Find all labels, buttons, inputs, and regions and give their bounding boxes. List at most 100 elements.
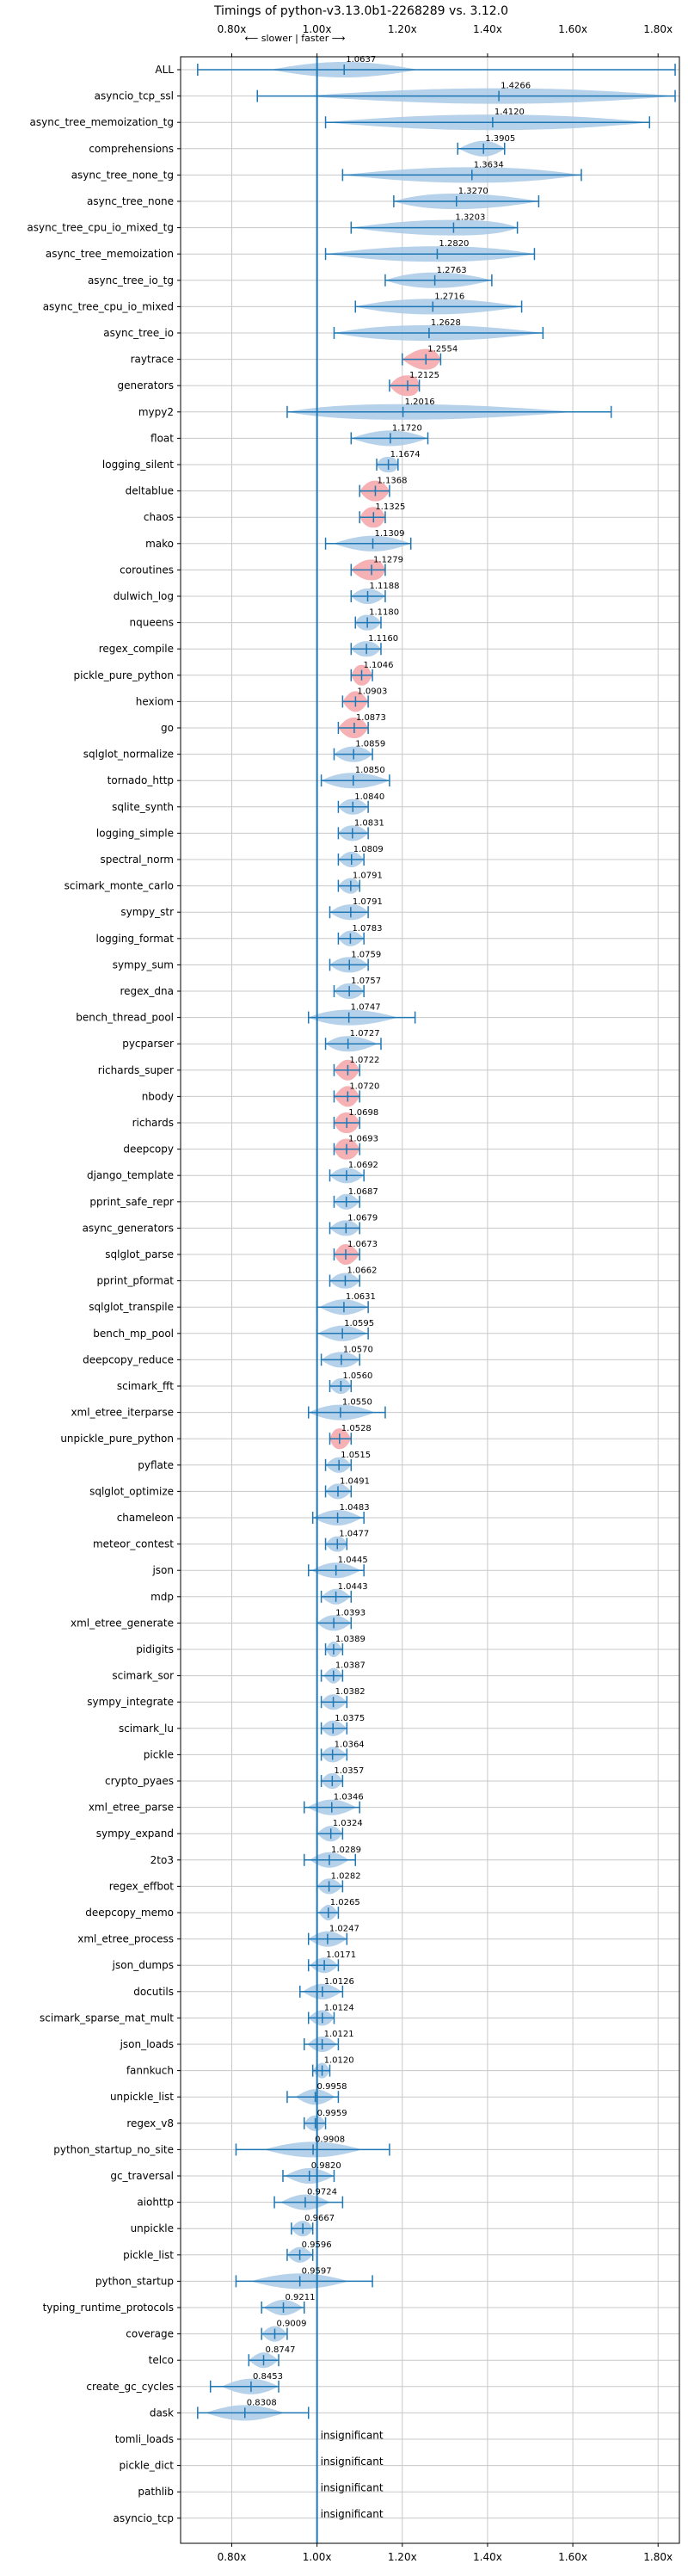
mean-value-label: 0.9724 [307,2188,337,2197]
category-label: bench_thread_pool [76,1012,174,1024]
category-label: async_tree_none_tg [71,169,174,181]
mean-value-label: 1.0387 [335,1661,366,1671]
category-label: deepcopy_reduce [83,1353,174,1365]
category-label: sympy_integrate [87,1696,174,1708]
x-tick-label-top: 1.80x [643,23,673,35]
mean-value-label: 1.2554 [427,345,458,354]
mean-value-label: 1.0698 [348,1108,378,1118]
mean-value-label: 1.0515 [341,1451,371,1460]
category-label: sympy_expand [96,1827,174,1840]
category-label: 2to3 [150,1854,174,1866]
x-tick-label-top: 1.00x [303,23,332,35]
category-label: aiohttp [137,2197,174,2209]
mean-value-label: 1.0265 [330,1898,360,1907]
mean-value-label: 1.0692 [348,1161,378,1170]
mean-value-label: 1.0375 [335,1714,365,1723]
insignificant-label: insignificant [321,2482,384,2494]
mean-value-label: 1.2016 [405,397,435,407]
mean-value-label: 0.9908 [315,2135,345,2144]
mean-value-label: 1.0747 [351,1003,381,1013]
mean-value-label: 1.1279 [373,555,403,564]
mean-value-label: 1.2820 [439,239,469,249]
mean-value-label: 1.1720 [392,423,422,433]
mean-value-label: 1.0282 [331,1871,361,1881]
mean-value-label: 0.9596 [302,2240,332,2250]
insignificant-label: insignificant [321,2429,384,2441]
insignificant-label: insignificant [321,2508,384,2520]
mean-value-label: 1.0393 [335,1608,366,1618]
category-label: pidigits [136,1643,174,1655]
category-label: json_dumps [112,1959,174,1971]
category-label: create_gc_cycles [86,2381,174,2393]
category-label: json [151,1564,174,1576]
category-label: sqlite_synth [112,801,174,813]
mean-value-label: 1.2628 [431,318,461,328]
category-label: typing_runtime_protocols [43,2302,174,2314]
category-label: scimark_fft [117,1380,174,1392]
category-label: sqlglot_optimize [89,1485,174,1497]
mean-value-label: 1.0850 [355,766,385,775]
mean-value-label: 1.0791 [353,872,383,881]
mean-value-label: 1.0791 [353,897,383,907]
mean-value-label: 1.0759 [351,950,381,959]
mean-value-label: 1.3634 [474,160,504,169]
x-tick-label-top: 0.80x [218,23,247,35]
category-label: sympy_sum [113,958,174,971]
mean-value-label: 1.0357 [334,1766,364,1776]
category-label: chameleon [117,1512,174,1524]
label-layer: 0.80x 0.80x 1.00x 1.00x 1.20x 1.20x 1.40x 1.40x… [27,23,673,2563]
category-label: pickle_list [123,2249,174,2261]
category-label: logging_simple [96,827,174,839]
category-label: unpickle [131,2222,174,2234]
category-label: richards_super [98,1064,174,1076]
mean-value-label: 1.2125 [409,371,439,380]
x-tick-label-top: 1.40x [473,23,502,35]
category-label: deepcopy_memo [85,1907,174,1919]
category-label: regex_compile [99,643,174,655]
category-label: logging_silent [102,459,174,471]
mean-value-label: 1.1309 [375,529,405,539]
category-label: async_tree_io [103,327,174,339]
category-label: dask [150,2407,174,2419]
category-label: async_tree_cpu_io_mixed_tg [27,222,174,234]
mean-value-label: 1.0124 [324,2003,354,2012]
category-label: deepcopy [123,1143,174,1156]
category-label: xml_etree_parse [89,1802,174,1814]
category-label: go [161,722,174,734]
category-label: sqlglot_parse [105,1248,174,1260]
mean-value-label: 1.0570 [343,1345,373,1354]
mean-value-label: 1.0550 [342,1398,372,1408]
x-tick-label-bottom: 1.60x [558,2551,587,2563]
category-label: scimark_monte_carlo [64,880,174,892]
category-label: sympy_str [120,906,174,918]
mean-value-label: 1.2763 [437,266,467,275]
mean-value-label: 0.9597 [302,2266,332,2276]
mean-value-label: 1.0120 [324,2056,354,2066]
mean-value-label: 1.0757 [351,977,381,986]
mean-value-label: 1.0247 [329,1925,359,1934]
category-label: pyflate [138,1459,174,1471]
mean-value-label: 1.0903 [357,687,387,696]
mean-value-label: 1.0289 [331,1846,361,1855]
mean-value-label: 1.0687 [348,1187,378,1197]
mean-value-label: 1.0631 [346,1292,376,1302]
category-label: gc_traversal [110,2170,174,2182]
category-label: python_startup [95,2275,174,2287]
mean-value-label: 1.1160 [368,634,398,644]
x-tick-label-bottom: 1.00x [303,2551,332,2563]
mean-value-label: 1.0840 [354,792,384,802]
insignificant-label: insignificant [321,2456,384,2468]
category-label: django_template [87,1169,174,1181]
mean-value-label: 1.4266 [501,82,531,91]
mean-value-label: 1.0483 [340,1503,370,1513]
category-label: mdp [150,1591,174,1603]
grid-layer [177,53,679,2547]
category-label: richards [132,1117,174,1129]
mean-value-label: 1.0720 [349,1082,379,1091]
category-label: sqlglot_normalize [83,749,174,761]
mean-value-label: 1.0171 [326,1950,356,1960]
category-label: async_tree_io_tg [88,274,174,287]
mean-value-label: 0.8747 [266,2345,296,2355]
